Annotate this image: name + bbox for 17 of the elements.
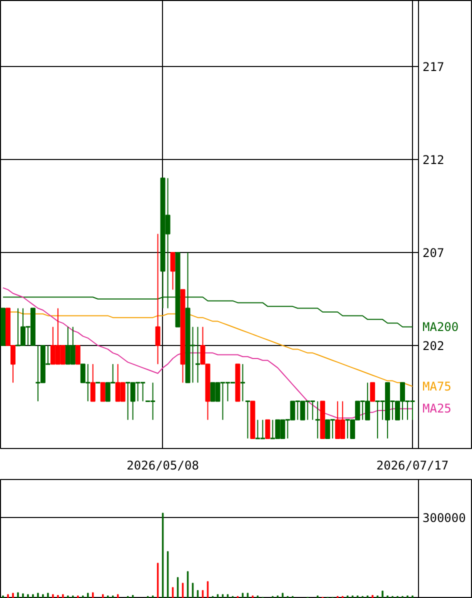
candlestick [155, 233, 160, 365]
candlestick [100, 382, 106, 402]
candlestick [75, 344, 80, 365]
candlestick [170, 252, 176, 290]
candlestick [90, 364, 96, 402]
y-tick-label: 207 [422, 246, 444, 260]
candlestick [265, 419, 270, 439]
x-tick-label: 2026/07/17 [376, 458, 449, 472]
series-label: MA200 [422, 320, 459, 334]
y-tick-label: 300000 [422, 510, 466, 525]
y-tick-label: 202 [422, 338, 444, 353]
series-label: MA75 [422, 379, 452, 394]
y-tick-label: 212 [422, 153, 444, 168]
series-label: MA25 [422, 402, 452, 416]
candlestick [370, 382, 376, 402]
y-tick-label: 217 [422, 60, 444, 74]
x-tick-label: 2026/05/08 [126, 458, 199, 472]
